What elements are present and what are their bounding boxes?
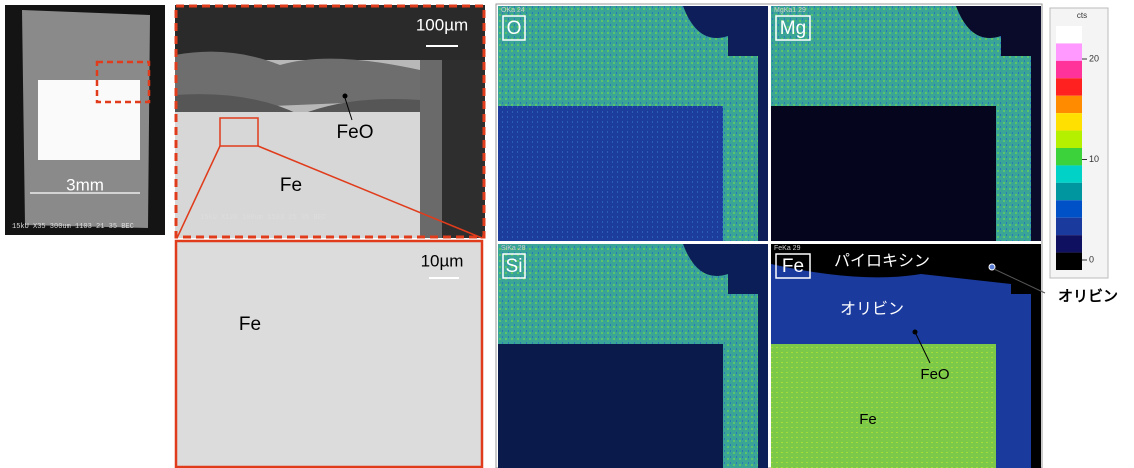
phase-label: Fe — [859, 411, 877, 428]
colorbar-unit: cts — [1077, 11, 1087, 20]
element-label: Si — [506, 256, 523, 277]
callout-label: オリビン — [1058, 288, 1118, 305]
element-box — [775, 253, 811, 279]
bulk-panel: 3mm 15kU X35 300um 1103 21 35 BEC — [5, 5, 165, 235]
map-header: MgKa1 29 — [774, 7, 806, 14]
map-header: OKa 24 — [501, 7, 525, 14]
tick-label: 0 — [1089, 254, 1094, 264]
color-swatch — [1056, 130, 1082, 148]
strip-region — [996, 56, 1031, 241]
phase-label: オリビン — [840, 300, 904, 318]
element-label: Fe — [782, 256, 804, 277]
color-swatch — [1056, 200, 1082, 218]
element-label: O — [507, 18, 522, 39]
map-header: SiKa 28 — [501, 245, 526, 252]
tick-label: 20 — [1089, 53, 1099, 63]
scale-label: 100µm — [416, 15, 468, 34]
instrument-info: 15kU X1,200 10um 1103 21 35 BEC — [200, 449, 330, 457]
element-box — [775, 15, 811, 41]
color-swatch — [1056, 252, 1082, 270]
map-header: FeKa 29 — [774, 245, 801, 252]
color-bar: cts 20 10 0 — [1049, 7, 1109, 279]
phase-label: Fe — [239, 314, 261, 335]
color-swatch — [1056, 60, 1082, 79]
color-swatch — [1056, 235, 1082, 253]
element-box — [502, 253, 526, 279]
zoom-panel: 10µm Fe 15kU X1,200 10um 1103 21 35 BEC — [174, 239, 484, 468]
strip-region — [996, 294, 1031, 468]
instrument-info: 15kU X120 100um 1103 21 35 BEC — [200, 214, 326, 222]
eds-map: SiKa 28 Si — [498, 244, 768, 468]
fe-map-annotations: パイロキシン オリビン FeO Fe オリビン — [834, 253, 1118, 428]
element-box — [502, 15, 526, 41]
instrument-info: 15kU X35 300um 1103 21 35 BEC — [12, 223, 134, 231]
scale-label: 10µm — [421, 251, 464, 270]
phase-label: FeO — [920, 366, 949, 383]
color-swatch — [1056, 165, 1082, 183]
metal-region — [771, 344, 996, 468]
element-label: Mg — [780, 18, 806, 39]
metal-region — [498, 344, 723, 468]
color-swatch — [1056, 182, 1082, 201]
eds-map: OKa 24 O — [498, 6, 768, 241]
scale-label: 3mm — [66, 175, 104, 194]
phase-label: FeO — [337, 122, 374, 143]
phase-label: Fe — [280, 175, 302, 196]
strip-region — [723, 294, 758, 468]
color-swatch — [1056, 26, 1082, 44]
eds-map: FeKa 29 Fe — [771, 244, 1041, 468]
color-swatch — [1056, 95, 1082, 114]
color-swatch — [1056, 148, 1082, 166]
eds-map: MgKa1 29 Mg — [771, 6, 1041, 241]
phase-label: パイロキシン — [834, 253, 930, 270]
strip-region — [723, 56, 758, 241]
edge-panel: 100µm FeO Fe 15kU X120 100um 1103 21 35 … — [174, 4, 486, 239]
color-swatch — [1056, 217, 1082, 236]
color-swatch — [1056, 113, 1082, 131]
tick-label: 10 — [1089, 154, 1099, 164]
eds-maps: OKa 24 O MgKa1 29 Mg SiKa 28 Si FeKa 29 Fe — [498, 6, 1041, 468]
color-swatch — [1056, 43, 1082, 61]
metal-region — [498, 106, 723, 241]
color-swatch — [1056, 78, 1082, 96]
metal-region — [771, 106, 996, 241]
